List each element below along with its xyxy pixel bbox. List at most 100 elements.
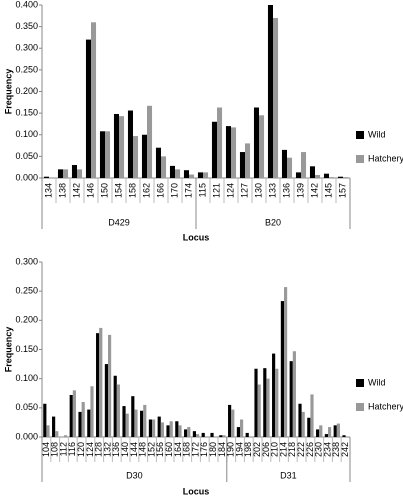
x-tick-label: 132 xyxy=(102,442,112,457)
x-tick-label: 234 xyxy=(322,442,332,457)
bar xyxy=(284,287,288,437)
bar xyxy=(77,169,83,178)
bar xyxy=(329,177,335,178)
y-axis-label: Frequency xyxy=(3,69,13,115)
x-tick-label: 138 xyxy=(57,183,67,198)
bar xyxy=(113,375,117,437)
bar xyxy=(183,170,189,178)
x-tick-label: 140 xyxy=(120,442,130,457)
bar xyxy=(175,169,181,178)
legend-swatch xyxy=(356,403,364,411)
bar xyxy=(160,422,164,437)
bar xyxy=(301,411,305,437)
x-tick-label: 139 xyxy=(295,183,305,198)
x-tick-label: 184 xyxy=(217,442,227,457)
legend-label: Hatchery xyxy=(368,153,403,163)
bar xyxy=(267,5,273,178)
legend-swatch xyxy=(356,155,364,163)
bar xyxy=(240,419,244,437)
x-tick-label: 164 xyxy=(173,442,183,457)
legend-label: Hatchery xyxy=(368,401,403,411)
bar xyxy=(71,165,77,178)
bar xyxy=(157,416,161,437)
legend-label: Wild xyxy=(368,129,386,139)
y-tick-label: 0.400 xyxy=(15,0,38,9)
bar xyxy=(43,176,49,178)
bar xyxy=(245,432,249,437)
y-tick-label: 0.000 xyxy=(15,431,38,441)
bar xyxy=(178,425,182,437)
bar xyxy=(275,368,279,437)
bar xyxy=(147,105,153,178)
bar xyxy=(55,431,59,437)
x-tick-label: 170 xyxy=(169,183,179,198)
bar xyxy=(245,143,251,178)
bar xyxy=(57,169,63,178)
bar xyxy=(219,435,223,437)
legend-label: Wild xyxy=(368,377,386,387)
x-tick-label: 202 xyxy=(252,442,262,457)
x-tick-label: 158 xyxy=(127,183,137,198)
bar xyxy=(273,17,279,178)
x-tick-label: 142 xyxy=(309,183,319,198)
x-tick-label: 154 xyxy=(113,183,123,198)
x-tick-label: 180 xyxy=(208,442,218,457)
bar xyxy=(342,435,346,437)
bar xyxy=(236,427,240,437)
bar xyxy=(105,131,111,178)
x-tick-label: 142 xyxy=(71,183,81,198)
x-tick-label: 198 xyxy=(243,442,253,457)
x-tick-label: 127 xyxy=(239,183,249,198)
bar xyxy=(289,361,293,437)
x-tick-label: 128 xyxy=(94,442,104,457)
bar xyxy=(141,134,147,178)
bar xyxy=(69,395,73,437)
bar xyxy=(292,351,296,437)
bar xyxy=(43,403,47,437)
x-tick-label: 166 xyxy=(155,183,165,198)
bar xyxy=(113,113,119,178)
legend-swatch xyxy=(356,379,364,387)
bar xyxy=(46,425,50,437)
y-tick-label: 0.100 xyxy=(15,129,38,139)
bar xyxy=(336,423,340,437)
x-tick-label: 121 xyxy=(211,183,221,198)
bar xyxy=(187,427,191,437)
bar xyxy=(222,435,226,437)
bar xyxy=(280,301,284,437)
x-tick-label: 214 xyxy=(278,442,288,457)
y-tick-label: 0.250 xyxy=(15,64,38,74)
x-tick-label: 238 xyxy=(331,442,341,457)
bar xyxy=(175,421,179,437)
bar xyxy=(125,413,129,437)
y-tick-label: 0.100 xyxy=(15,373,38,383)
bar xyxy=(108,334,112,437)
bar xyxy=(99,327,103,437)
x-tick-label: 194 xyxy=(234,442,244,457)
bar xyxy=(152,419,156,437)
x-tick-label: 115 xyxy=(197,183,207,197)
bar xyxy=(281,149,287,178)
x-tick-label: 124 xyxy=(225,183,235,198)
bar xyxy=(96,333,100,437)
bar xyxy=(131,396,135,437)
y-tick-label: 0.150 xyxy=(15,344,38,354)
x-tick-label: 144 xyxy=(129,442,139,457)
bar xyxy=(257,384,261,437)
x-tick-label: 120 xyxy=(76,442,86,457)
x-tick-label: 148 xyxy=(138,442,148,457)
x-tick-label: 108 xyxy=(50,442,60,457)
x-tick-label: 172 xyxy=(190,442,200,457)
bar xyxy=(184,429,188,437)
bar xyxy=(316,429,320,437)
y-tick-label: 0.350 xyxy=(15,21,38,31)
bar xyxy=(225,126,231,178)
bar xyxy=(116,384,120,437)
bar xyxy=(91,22,97,178)
y-tick-label: 0.050 xyxy=(15,402,38,412)
bar xyxy=(319,425,323,437)
bar xyxy=(189,174,195,178)
bar xyxy=(78,411,82,437)
x-tick-label: 168 xyxy=(182,442,192,457)
y-tick-label: 0.050 xyxy=(15,151,38,161)
